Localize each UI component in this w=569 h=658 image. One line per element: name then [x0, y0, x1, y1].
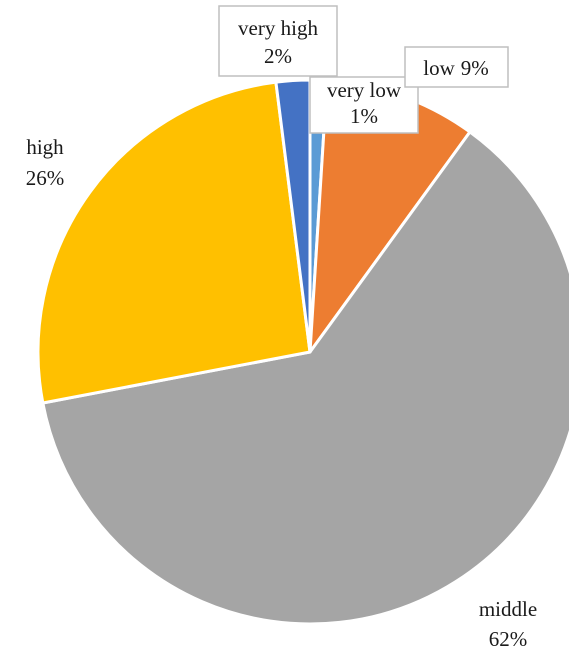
label-middle: middle 62% [479, 597, 537, 651]
label-very-low-value: 1% [350, 104, 378, 128]
label-low: low 9% [404, 46, 509, 88]
label-very-low: very low 1% [309, 76, 419, 134]
label-low-name: low [423, 56, 455, 80]
label-very-high-name: very high [238, 16, 318, 40]
label-very-high-value: 2% [264, 44, 292, 68]
label-middle-value: 62% [489, 627, 528, 651]
pie-slice-middle [41, 130, 569, 626]
label-low-value: 9% [461, 56, 489, 80]
label-very-high: very high 2% [218, 5, 338, 77]
label-high: high 26% [26, 135, 65, 190]
label-high-name: high [26, 135, 64, 159]
label-very-low-name: very low [327, 78, 402, 102]
pie-slices [36, 78, 569, 626]
label-high-value: 26% [26, 166, 65, 190]
label-middle-name: middle [479, 597, 537, 621]
pie-slice-high [36, 80, 312, 405]
